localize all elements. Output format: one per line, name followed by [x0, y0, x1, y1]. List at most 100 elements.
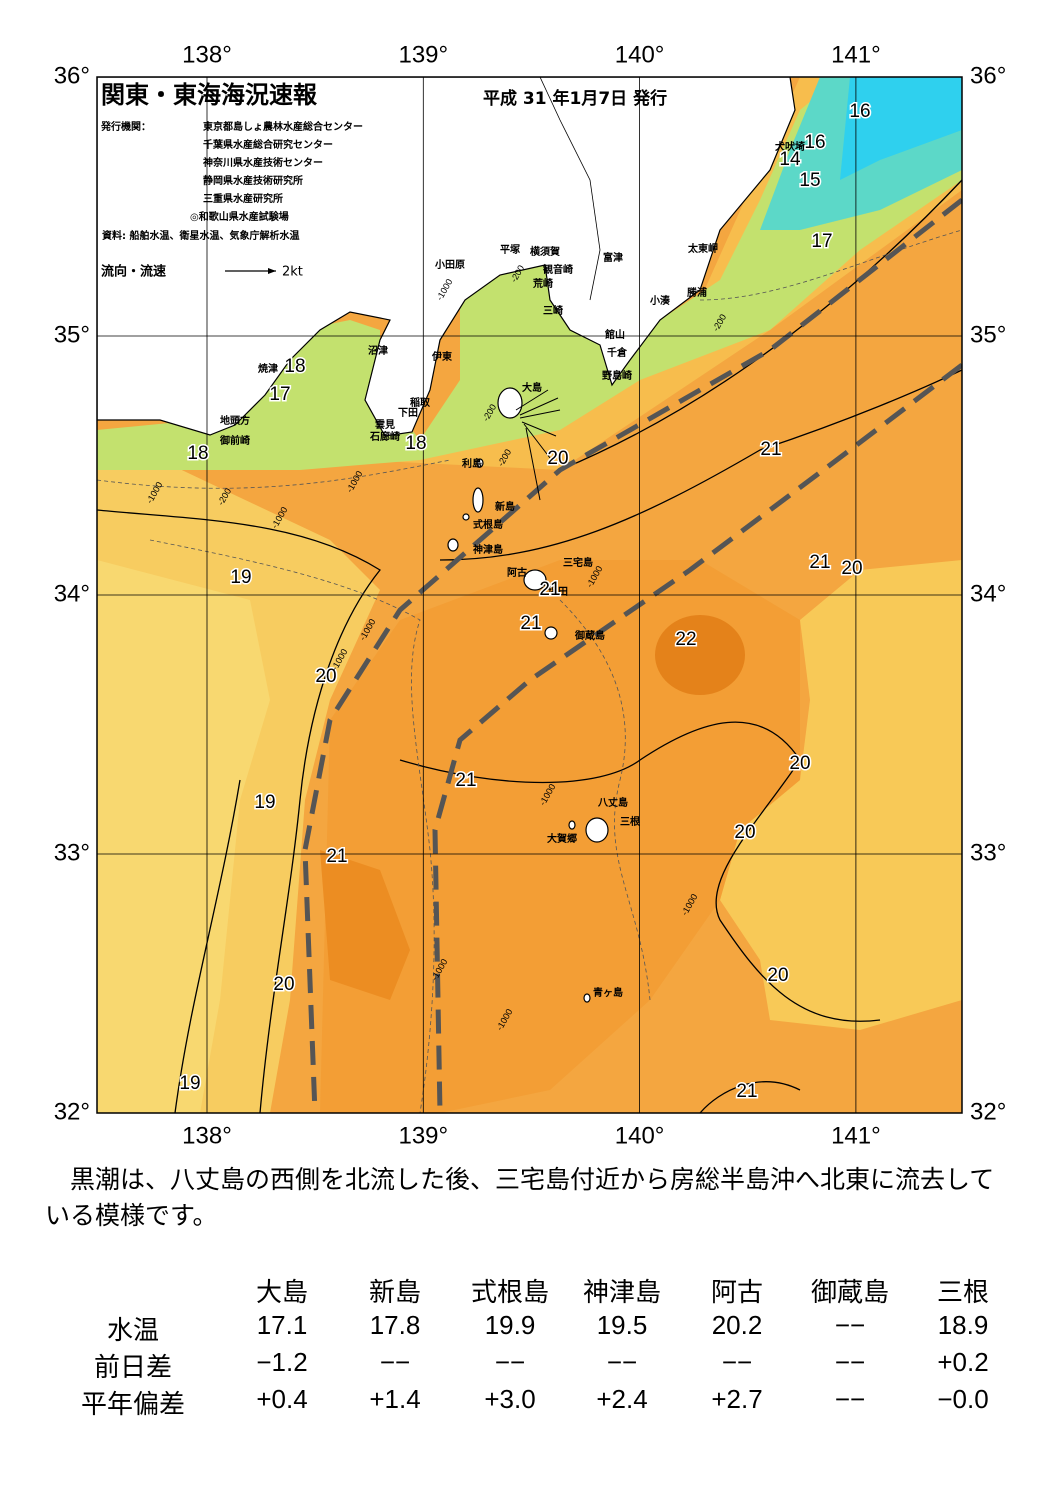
lat-tick-label: 34°: [54, 580, 90, 607]
lon-tick-label: 140°: [615, 1122, 665, 1149]
table-cell: 19.9: [484, 1310, 536, 1340]
map: 関東・東海海況速報 平成 31 年1月7日 発行 発行機関： 資料: 船舶水温、…: [54, 41, 1007, 1149]
temperature-label: 21: [539, 579, 560, 600]
place-label: 新島: [495, 500, 515, 513]
table-cell: −−: [721, 1347, 753, 1377]
temperature-label: 19: [179, 1073, 200, 1094]
place-label: 阿古: [507, 566, 527, 579]
issuer: 千葉県水産総合研究センター: [203, 138, 333, 151]
column-header: 御蔵島: [810, 1278, 890, 1308]
table-cell: 19.5: [596, 1310, 648, 1340]
place-label: 富津: [603, 251, 623, 264]
legend-label: 流向・流速: [101, 264, 166, 280]
issue-date: 平成 31 年1月7日 発行: [483, 88, 667, 109]
column-header: 三根: [936, 1278, 990, 1308]
table-cell: −−: [834, 1384, 866, 1414]
row-label: 平年偏差: [80, 1390, 186, 1420]
lat-tick-label: 36°: [54, 62, 90, 89]
table-cell: +1.4: [369, 1384, 421, 1414]
place-label: 三崎: [543, 304, 563, 317]
column-header: 阿古: [710, 1278, 764, 1308]
place-label: 焼津: [258, 362, 278, 375]
temperature-label: 18: [187, 443, 208, 464]
place-label: 小湊: [649, 294, 671, 307]
column-header: 神津島: [582, 1278, 662, 1308]
issuer: 神奈川県水産技術センター: [203, 156, 323, 169]
temperature-label: 21: [455, 770, 476, 791]
current-arrows: [515, 389, 561, 501]
table-cell: +2.7: [711, 1384, 763, 1414]
temperature-label: 14: [779, 149, 801, 170]
column-header: 式根島: [470, 1278, 550, 1308]
place-label: 三宅島: [563, 556, 593, 569]
legend-speed: 2kt: [282, 265, 303, 280]
temperature-label: 19: [254, 792, 275, 813]
table-cell: 17.1: [256, 1310, 308, 1340]
lon-tick-label: 139°: [398, 1122, 448, 1149]
temperature-label: 20: [273, 974, 294, 995]
lon-tick-label: 138°: [182, 1122, 232, 1149]
place-label: 御前崎: [219, 434, 250, 447]
lon-tick-label: 141°: [831, 1122, 881, 1149]
place-label: 沼津: [368, 344, 388, 357]
issuer: 静岡県水産技術研究所: [203, 174, 303, 187]
temperature-label: 15: [799, 170, 820, 191]
temperature-label: 21: [326, 846, 347, 867]
place-label: 稲取: [410, 396, 431, 409]
temperature-label: 17: [811, 231, 832, 252]
place-label: 野島崎: [602, 369, 632, 382]
legend-arrow-head: [268, 268, 276, 274]
lat-tick-label: 35°: [54, 321, 90, 348]
temperature-label: 21: [809, 552, 830, 573]
table-cell: +0.2: [937, 1347, 989, 1377]
source: 資料: 船舶水温、衛星水温、気象庁解析水温: [102, 229, 299, 242]
place-label: 八丈島: [597, 796, 628, 809]
table-cell: +3.0: [484, 1384, 536, 1414]
place-label: 坪田: [548, 585, 568, 598]
temperature-label: 20: [547, 448, 568, 469]
place-label: 利島: [462, 457, 482, 470]
table-cell: 18.9: [937, 1310, 989, 1340]
lon-tick-label: 138°: [182, 41, 232, 68]
place-label: 式根島: [473, 518, 503, 531]
issuer: ◎和歌山県水産試験場: [190, 210, 289, 223]
place-label: 御蔵島: [574, 629, 605, 642]
place-label: 勝浦: [687, 286, 707, 299]
place-label: 太東岬: [687, 242, 718, 255]
temperature-label: 16: [849, 101, 870, 122]
place-label: 観音崎: [543, 263, 573, 276]
place-label: 横須賀: [530, 245, 560, 258]
place-label: 犬吠埼: [775, 140, 805, 153]
temperature-label: 20: [734, 822, 755, 843]
lat-tick-label: 34°: [970, 580, 1006, 607]
place-label: 神津島: [473, 543, 503, 556]
table-cell: −−: [606, 1347, 638, 1377]
place-label: 千倉: [607, 346, 628, 359]
temperature-label: 20: [315, 666, 336, 687]
table-cell: −−: [379, 1347, 411, 1377]
table-cell: 20.2: [711, 1310, 763, 1340]
place-label: 平塚: [500, 243, 520, 256]
temperature-label: 18: [405, 433, 426, 454]
temperature-label: 21: [736, 1081, 757, 1102]
table-cell: −−: [834, 1310, 866, 1340]
lat-tick-label: 33°: [970, 839, 1006, 866]
row-label: 前日差: [93, 1353, 173, 1383]
temperature-label: 22: [675, 629, 696, 650]
table-cell: −1.2: [256, 1347, 308, 1377]
table-cell: −−: [834, 1347, 866, 1377]
table-cell: −0.0: [937, 1384, 989, 1414]
place-label: 三根: [620, 815, 640, 828]
place-label: 館山: [604, 328, 625, 341]
lat-tick-label: 35°: [970, 321, 1006, 348]
place-label: 下田: [398, 407, 418, 419]
temperature-label: 16: [804, 132, 825, 153]
place-label: 大島: [522, 381, 542, 394]
place-label: 荒崎: [532, 277, 553, 290]
table-cell: 17.8: [369, 1310, 421, 1340]
temperature-label: 18: [284, 356, 305, 377]
place-label: 地頭方: [220, 414, 250, 427]
place-label: 大賀郷: [547, 832, 577, 845]
table-cell: +2.4: [596, 1384, 648, 1414]
